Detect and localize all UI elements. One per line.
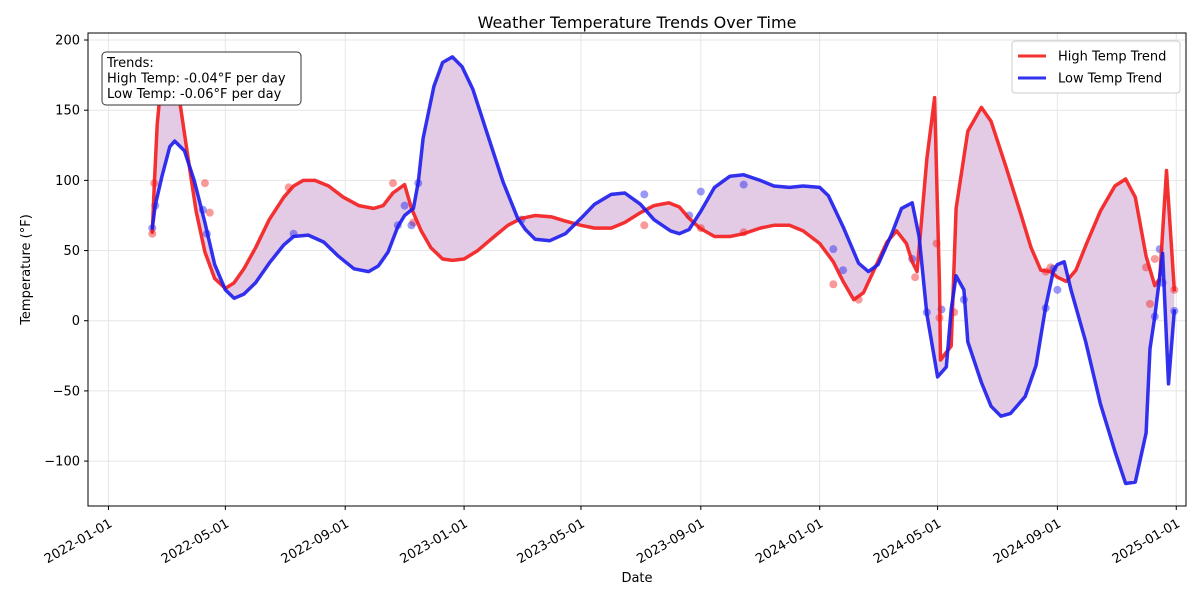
- annotation-box: [101, 51, 302, 106]
- low-temp-observed-point: [407, 221, 416, 230]
- low-temp-observed-point: [839, 266, 848, 275]
- high-temp-trend-line: [150, 63, 1177, 362]
- annotation-line: High Temp: -0.04°F per day: [107, 72, 286, 87]
- legend-entry-low: Low Temp Trend: [1058, 72, 1162, 87]
- plot-frame: [87, 32, 1187, 507]
- legend-entry-high: High Temp Trend: [1058, 50, 1166, 65]
- legend-box: [1011, 40, 1181, 94]
- high-temp-observed-point: [1150, 254, 1159, 263]
- y-axis-label: Temperature (°F): [19, 214, 34, 326]
- y-tick-label: 0: [72, 314, 80, 329]
- high-temp-observed-point: [911, 273, 920, 282]
- y-tick-label: −50: [53, 384, 80, 399]
- high-temp-observed-point: [388, 179, 397, 188]
- chart-title: Weather Temperature Trends Over Time: [478, 13, 797, 32]
- high-temp-observed-point: [200, 179, 209, 188]
- x-axis-label: Date: [621, 571, 652, 586]
- low-temp-observed-point: [640, 190, 649, 199]
- trend-annotation: Trends: High Temp: -0.04°F per day Low T…: [101, 51, 302, 106]
- high-temp-observed-point: [1145, 299, 1154, 308]
- y-tick-label: 150: [55, 104, 80, 119]
- line-layer: [150, 55, 1177, 486]
- low-temp-observed-point: [400, 201, 409, 210]
- low-temp-observed-point: [739, 180, 748, 189]
- fill-between-area: [152, 56, 1175, 484]
- y-tick-label: 50: [63, 244, 80, 259]
- annotation-line: Trends:: [106, 56, 154, 71]
- fill-layer: [152, 56, 1175, 484]
- y-tick-label: 100: [55, 174, 80, 189]
- y-tick-label: −100: [44, 455, 80, 470]
- y-tick-label: 200: [55, 34, 80, 49]
- legend: High Temp Trend Low Temp Trend: [1011, 40, 1181, 94]
- high-temp-observed-point: [640, 221, 649, 230]
- high-temp-observed-point: [829, 280, 838, 289]
- y-axis-ticks: −100 −50 0 50 100 150 200: [44, 34, 88, 470]
- grid-layer: [88, 33, 1186, 506]
- marker-layer: [148, 179, 1179, 322]
- low-temp-observed-point: [1053, 285, 1062, 294]
- low-temp-trend-line: [150, 55, 1177, 486]
- low-temp-observed-point: [696, 187, 705, 196]
- low-temp-observed-point: [829, 245, 838, 254]
- high-temp-observed-point: [205, 208, 214, 217]
- annotation-line: Low Temp: -0.06°F per day: [107, 87, 282, 102]
